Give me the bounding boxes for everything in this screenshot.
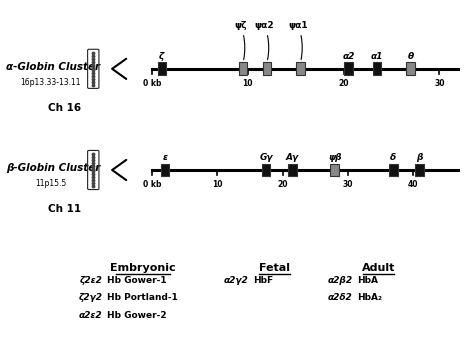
Text: α1: α1 <box>371 52 383 61</box>
Bar <box>288 164 297 176</box>
Text: α2ε2: α2ε2 <box>79 311 103 320</box>
Text: Hb Gower-2: Hb Gower-2 <box>108 311 167 320</box>
Text: Ch 11: Ch 11 <box>48 204 82 214</box>
Text: HbA₂: HbA₂ <box>357 293 382 302</box>
Bar <box>406 63 415 75</box>
Bar <box>330 164 339 176</box>
Text: 0 kb: 0 kb <box>143 180 162 189</box>
Text: ψζ: ψζ <box>235 21 247 60</box>
Bar <box>389 164 398 176</box>
Bar <box>157 63 166 75</box>
Text: 20: 20 <box>277 180 288 189</box>
Text: δ: δ <box>390 153 396 162</box>
Text: Hb Portland-1: Hb Portland-1 <box>108 293 178 302</box>
Text: β: β <box>416 153 423 162</box>
Text: 11p15.5: 11p15.5 <box>35 179 66 188</box>
Text: ψα1: ψα1 <box>288 21 308 60</box>
Text: 20: 20 <box>338 79 349 88</box>
Bar <box>161 164 169 176</box>
Text: α2γ2: α2γ2 <box>224 276 249 285</box>
Text: α2δ2: α2δ2 <box>328 293 353 302</box>
Text: β-Globin Cluster: β-Globin Cluster <box>6 163 100 173</box>
Text: HbF: HbF <box>254 276 273 285</box>
Bar <box>239 63 247 75</box>
Text: ψβ: ψβ <box>328 153 341 162</box>
Text: ε: ε <box>163 153 168 162</box>
Text: ψα2: ψα2 <box>255 21 274 60</box>
Bar <box>262 164 271 176</box>
Bar <box>415 164 424 176</box>
Text: HbA: HbA <box>357 276 378 285</box>
Text: Gγ: Gγ <box>259 153 273 162</box>
Text: θ: θ <box>408 52 414 61</box>
Text: Hb Gower-1: Hb Gower-1 <box>108 276 167 285</box>
Text: Fetal: Fetal <box>259 263 290 273</box>
Bar <box>373 63 382 75</box>
Bar <box>296 63 305 75</box>
Text: 16p13.33-13.11: 16p13.33-13.11 <box>20 78 81 87</box>
Text: α-Globin Cluster: α-Globin Cluster <box>6 62 100 72</box>
Text: Adult: Adult <box>362 263 395 273</box>
Text: α2: α2 <box>342 52 355 61</box>
Text: 30: 30 <box>434 79 445 88</box>
Text: Aγ: Aγ <box>286 153 299 162</box>
Text: ζ: ζ <box>159 52 164 61</box>
Bar <box>344 63 353 75</box>
Text: α2β2: α2β2 <box>328 276 353 285</box>
Text: 10: 10 <box>212 180 223 189</box>
Text: Embryonic: Embryonic <box>110 263 175 273</box>
Text: 10: 10 <box>243 79 253 88</box>
Text: 0 kb: 0 kb <box>143 79 162 88</box>
Text: 40: 40 <box>408 180 418 189</box>
Bar <box>263 63 271 75</box>
Text: ζ2γ2: ζ2γ2 <box>79 293 103 302</box>
Text: ζ2ε2: ζ2ε2 <box>80 276 103 285</box>
Text: 30: 30 <box>342 180 353 189</box>
Text: Ch 16: Ch 16 <box>48 103 82 113</box>
